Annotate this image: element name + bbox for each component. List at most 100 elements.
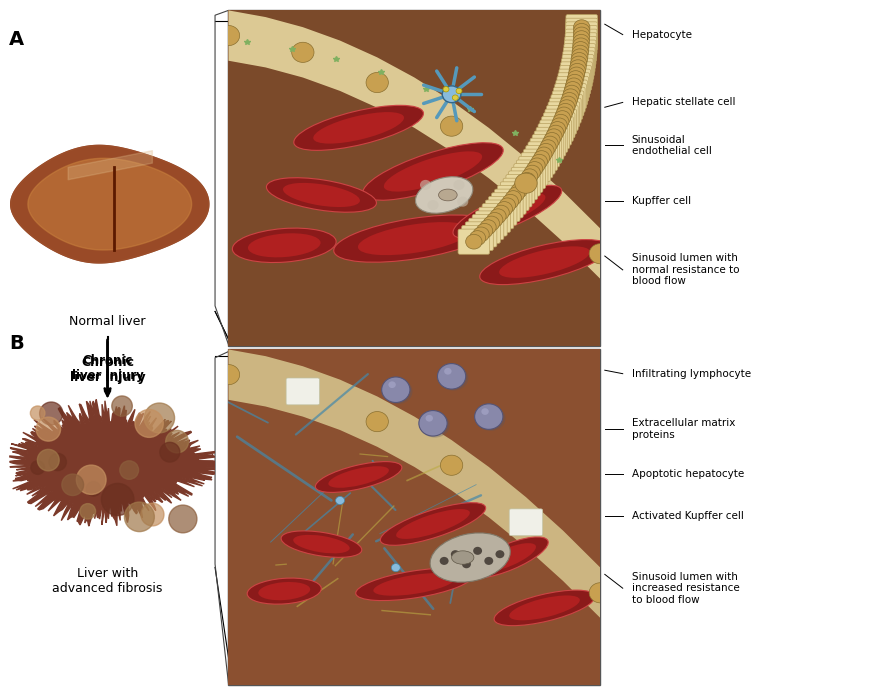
FancyBboxPatch shape [506,174,538,200]
Ellipse shape [430,533,510,582]
Circle shape [508,187,524,202]
Circle shape [168,505,197,533]
FancyBboxPatch shape [563,51,594,76]
Circle shape [473,227,489,242]
Ellipse shape [374,573,455,596]
Circle shape [292,42,314,62]
FancyBboxPatch shape [565,22,598,47]
FancyBboxPatch shape [552,91,584,116]
FancyBboxPatch shape [556,80,588,105]
Ellipse shape [356,568,473,601]
Ellipse shape [452,551,474,564]
FancyBboxPatch shape [564,40,596,65]
FancyBboxPatch shape [519,156,550,181]
FancyBboxPatch shape [516,160,548,185]
Ellipse shape [232,228,336,262]
FancyBboxPatch shape [545,109,577,134]
Circle shape [555,111,571,125]
Ellipse shape [438,365,469,390]
Circle shape [388,381,396,388]
Text: Infiltrating lymphocyte: Infiltrating lymphocyte [632,369,751,379]
Circle shape [571,56,587,71]
Circle shape [547,125,564,140]
Text: Hepatic stellate cell: Hepatic stellate cell [632,98,736,107]
Circle shape [49,453,66,471]
Circle shape [515,173,537,193]
PathPatch shape [228,349,600,618]
Ellipse shape [283,183,360,207]
Text: Apoptotic hepatocyte: Apoptotic hepatocyte [632,469,744,479]
Text: Kupffer cell: Kupffer cell [632,196,691,206]
Circle shape [481,408,489,415]
Circle shape [493,206,509,220]
Circle shape [573,35,590,49]
Circle shape [30,406,45,420]
Circle shape [513,180,530,194]
Ellipse shape [258,582,310,600]
FancyBboxPatch shape [513,163,546,189]
Circle shape [30,461,45,474]
Text: Sinusoid lumen with
normal resistance to
blood flow: Sinusoid lumen with normal resistance to… [632,253,739,286]
FancyBboxPatch shape [547,105,578,131]
Circle shape [558,100,575,115]
FancyBboxPatch shape [565,26,598,51]
Circle shape [366,73,388,93]
FancyBboxPatch shape [564,47,595,73]
FancyBboxPatch shape [560,66,591,91]
Circle shape [218,26,239,46]
Circle shape [80,504,96,519]
Circle shape [456,89,462,93]
Ellipse shape [470,193,546,230]
Circle shape [392,563,401,572]
Polygon shape [228,10,600,346]
Circle shape [570,60,586,75]
Ellipse shape [363,143,504,200]
FancyBboxPatch shape [488,197,520,221]
Circle shape [420,180,431,190]
Ellipse shape [247,578,322,604]
FancyBboxPatch shape [559,69,590,94]
Circle shape [487,212,503,227]
FancyBboxPatch shape [500,182,532,207]
FancyBboxPatch shape [509,171,540,196]
Text: Sinusoidal
endothelial cell: Sinusoidal endothelial cell [632,134,711,156]
Circle shape [519,172,535,188]
FancyBboxPatch shape [512,167,543,192]
Circle shape [135,410,163,437]
Circle shape [336,496,344,504]
Circle shape [502,194,519,209]
Circle shape [546,129,562,144]
Circle shape [86,482,101,496]
Circle shape [590,244,611,264]
Circle shape [561,93,578,107]
Ellipse shape [281,531,362,557]
Ellipse shape [420,412,450,437]
Circle shape [444,368,452,374]
Ellipse shape [438,189,457,201]
FancyBboxPatch shape [541,116,573,142]
FancyBboxPatch shape [476,211,507,236]
Circle shape [569,64,585,78]
Circle shape [475,404,503,429]
Text: A: A [9,30,24,49]
Ellipse shape [314,112,404,144]
Circle shape [499,198,515,212]
Circle shape [443,86,461,102]
FancyBboxPatch shape [534,131,565,156]
Circle shape [112,396,133,416]
Circle shape [437,363,466,389]
Circle shape [38,449,59,471]
Circle shape [426,415,433,421]
Circle shape [473,547,482,555]
Circle shape [527,161,543,176]
Circle shape [462,561,471,568]
Circle shape [573,27,590,42]
Circle shape [441,116,462,136]
Polygon shape [10,399,224,526]
Circle shape [101,484,134,516]
Circle shape [556,107,572,122]
Circle shape [495,550,504,558]
Circle shape [529,158,545,173]
Circle shape [531,154,547,169]
FancyBboxPatch shape [465,222,497,247]
